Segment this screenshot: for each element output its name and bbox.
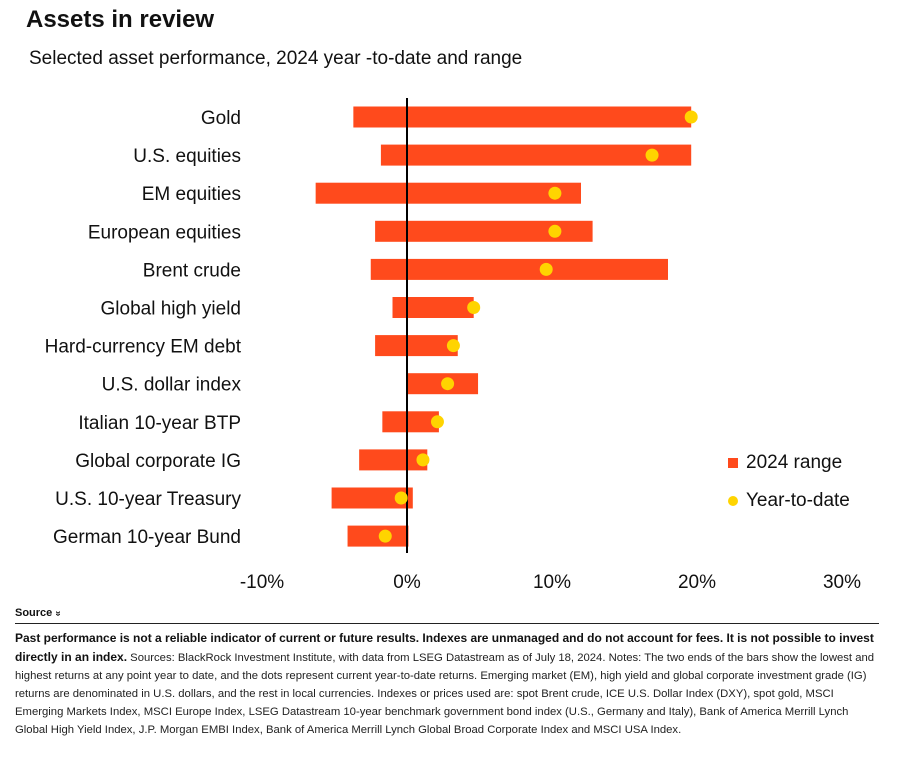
category-label: U.S. equities [133,146,241,167]
category-label: Global corporate IG [75,451,241,472]
category-label: U.S. dollar index [102,375,242,396]
category-label: U.S. 10-year Treasury [55,489,241,510]
legend-item-ytd: Year-to-date [728,482,850,520]
chevron-down-icon: » [52,610,64,617]
ytd-dot [378,529,392,543]
x-tick-label: 0% [393,572,421,593]
x-axis-tick-labels: -10% 0% 10% 20% 30% [240,572,861,593]
category-label: German 10-year Bund [53,527,241,548]
range-bar [375,220,593,242]
divider [15,623,879,624]
ytd-dot [548,186,562,200]
legend-item-range: 2024 range [728,444,850,482]
range-bar [331,487,413,509]
legend-ytd-label: Year-to-date [746,490,850,511]
range-bar [375,335,458,357]
chart-title: Assets in review [26,6,215,33]
ytd-dots [378,110,698,543]
disclaimer-text: Past performance is not a reliable indic… [15,631,874,664]
range-bar [380,144,692,166]
ytd-dot [684,110,698,124]
ytd-dot [645,148,659,162]
ytd-dot [467,301,481,314]
category-label: Brent crude [143,260,241,281]
x-tick-label: 10% [533,572,571,593]
legend-bar-swatch [728,458,738,468]
ytd-dot [416,453,430,467]
range-bar [347,525,409,547]
ytd-dot [446,339,460,353]
source-toggle-label: Source [15,607,53,619]
range-bar [382,411,439,433]
range-bars [315,106,692,547]
source-footnote: Past performance is not a reliable indic… [15,629,877,739]
x-tick-label: 20% [678,572,716,593]
range-bar [359,449,428,471]
range-bar [353,106,692,128]
ytd-dot [394,491,408,505]
legend-dot-swatch [728,496,738,506]
chart-subtitle: Selected asset performance, 2024 year -t… [29,48,523,69]
ytd-dot [548,224,562,238]
ytd-dot [430,415,444,429]
source-toggle-button[interactable]: Source » [15,607,64,619]
ytd-dot [539,262,553,276]
range-bar [315,182,581,204]
range-chart: Gold U.S. equities EM equities European equ… [45,98,861,593]
source-notes-text: Sources: BlackRock Investment Institute,… [15,652,875,736]
x-tick-label: 30% [823,572,861,593]
category-label: Italian 10-year BTP [78,413,241,434]
category-label: Hard-currency EM debt [45,337,242,358]
category-label: European equities [88,222,241,243]
category-label: Gold [201,108,241,129]
legend-range-label: 2024 range [746,452,843,473]
x-tick-label: -10% [240,572,284,593]
ytd-dot [441,377,455,391]
category-labels: Gold U.S. equities EM equities European equ… [45,108,242,548]
range-bar [370,258,668,280]
category-label: EM equities [142,184,241,205]
chart-legend: 2024 range Year-to-date [728,444,850,520]
range-bar [392,297,474,318]
category-label: Global high yield [101,299,241,320]
